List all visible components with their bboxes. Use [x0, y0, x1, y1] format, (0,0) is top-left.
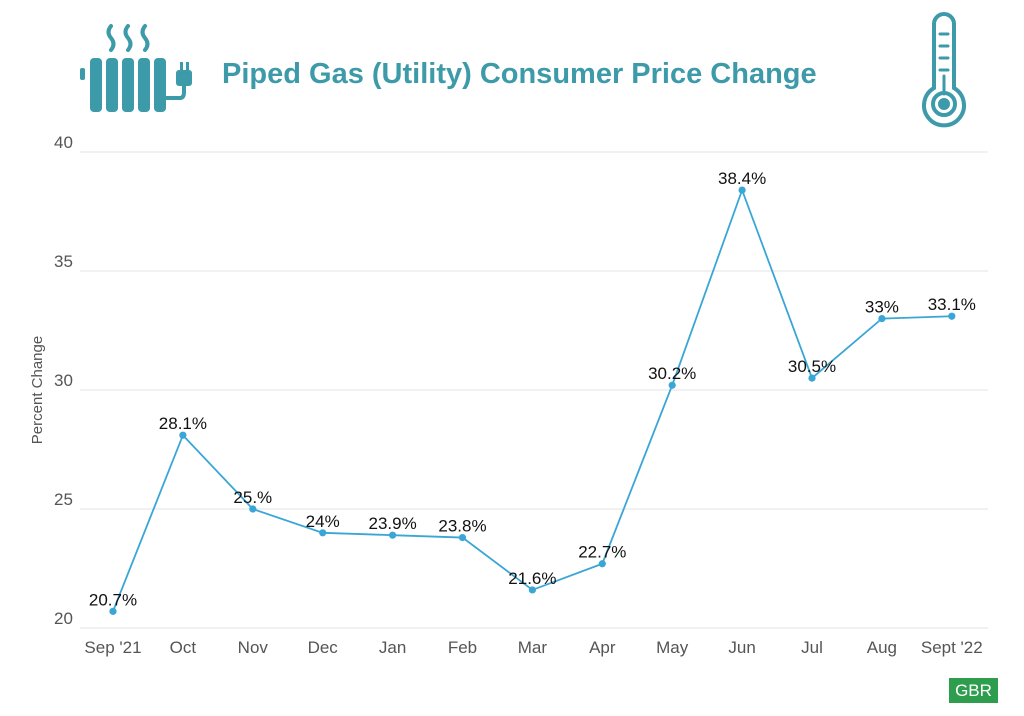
data-label: 23.8% — [438, 517, 486, 536]
data-point — [598, 560, 606, 568]
chart-title: Piped Gas (Utility) Consumer Price Chang… — [222, 58, 817, 90]
data-point — [878, 315, 886, 323]
data-label: 30.5% — [788, 357, 836, 376]
data-label: 33.1% — [928, 295, 976, 314]
y-tick-label: 25 — [54, 490, 73, 509]
data-point — [179, 431, 187, 439]
data-point — [458, 533, 467, 542]
x-tick-label: Apr — [589, 638, 616, 657]
x-tick-label: Jul — [801, 638, 823, 657]
x-tick-label: Aug — [867, 638, 897, 657]
data-point — [808, 374, 816, 382]
y-tick-label: 35 — [54, 252, 73, 271]
data-point — [528, 586, 537, 594]
x-tick-label: May — [656, 638, 689, 657]
y-tick-label: 20 — [54, 609, 73, 628]
data-point — [948, 312, 956, 320]
data-point — [668, 381, 676, 389]
data-point — [319, 529, 327, 537]
x-tick-label: Sept '22 — [921, 638, 983, 657]
gbr-badge: GBR — [949, 678, 998, 703]
y-axis-label: Percent Change — [29, 336, 46, 444]
x-tick-label: Mar — [518, 638, 548, 657]
data-label: 25.% — [233, 488, 272, 507]
data-point — [109, 607, 117, 615]
x-tick-label: Dec — [308, 638, 339, 657]
x-tick-label: Sep '21 — [84, 638, 141, 657]
x-tick-label: Nov — [238, 638, 269, 657]
x-tick-label: Feb — [448, 638, 477, 657]
y-tick-label: 40 — [54, 133, 73, 152]
data-label: 30.2% — [648, 364, 696, 383]
x-tick-label: Jun — [728, 638, 755, 657]
data-label: 21.6% — [508, 569, 556, 588]
series-line — [112, 187, 952, 612]
data-point — [389, 531, 397, 539]
data-label: 24% — [306, 512, 340, 531]
data-point — [249, 505, 257, 513]
data-label: 33% — [865, 298, 899, 317]
data-label: 38.4% — [718, 169, 766, 188]
x-tick-label: Oct — [170, 638, 197, 657]
x-tick-label: Jan — [379, 638, 406, 657]
data-label: 28.1% — [159, 414, 207, 433]
thermometer-icon — [922, 12, 966, 128]
y-tick-label: 30 — [54, 371, 73, 390]
data-point — [738, 186, 746, 194]
data-label: 23.9% — [368, 514, 416, 533]
data-label: 22.7% — [578, 543, 626, 562]
data-label: 20.7% — [89, 590, 137, 609]
radiator-plug-icon — [80, 24, 192, 112]
